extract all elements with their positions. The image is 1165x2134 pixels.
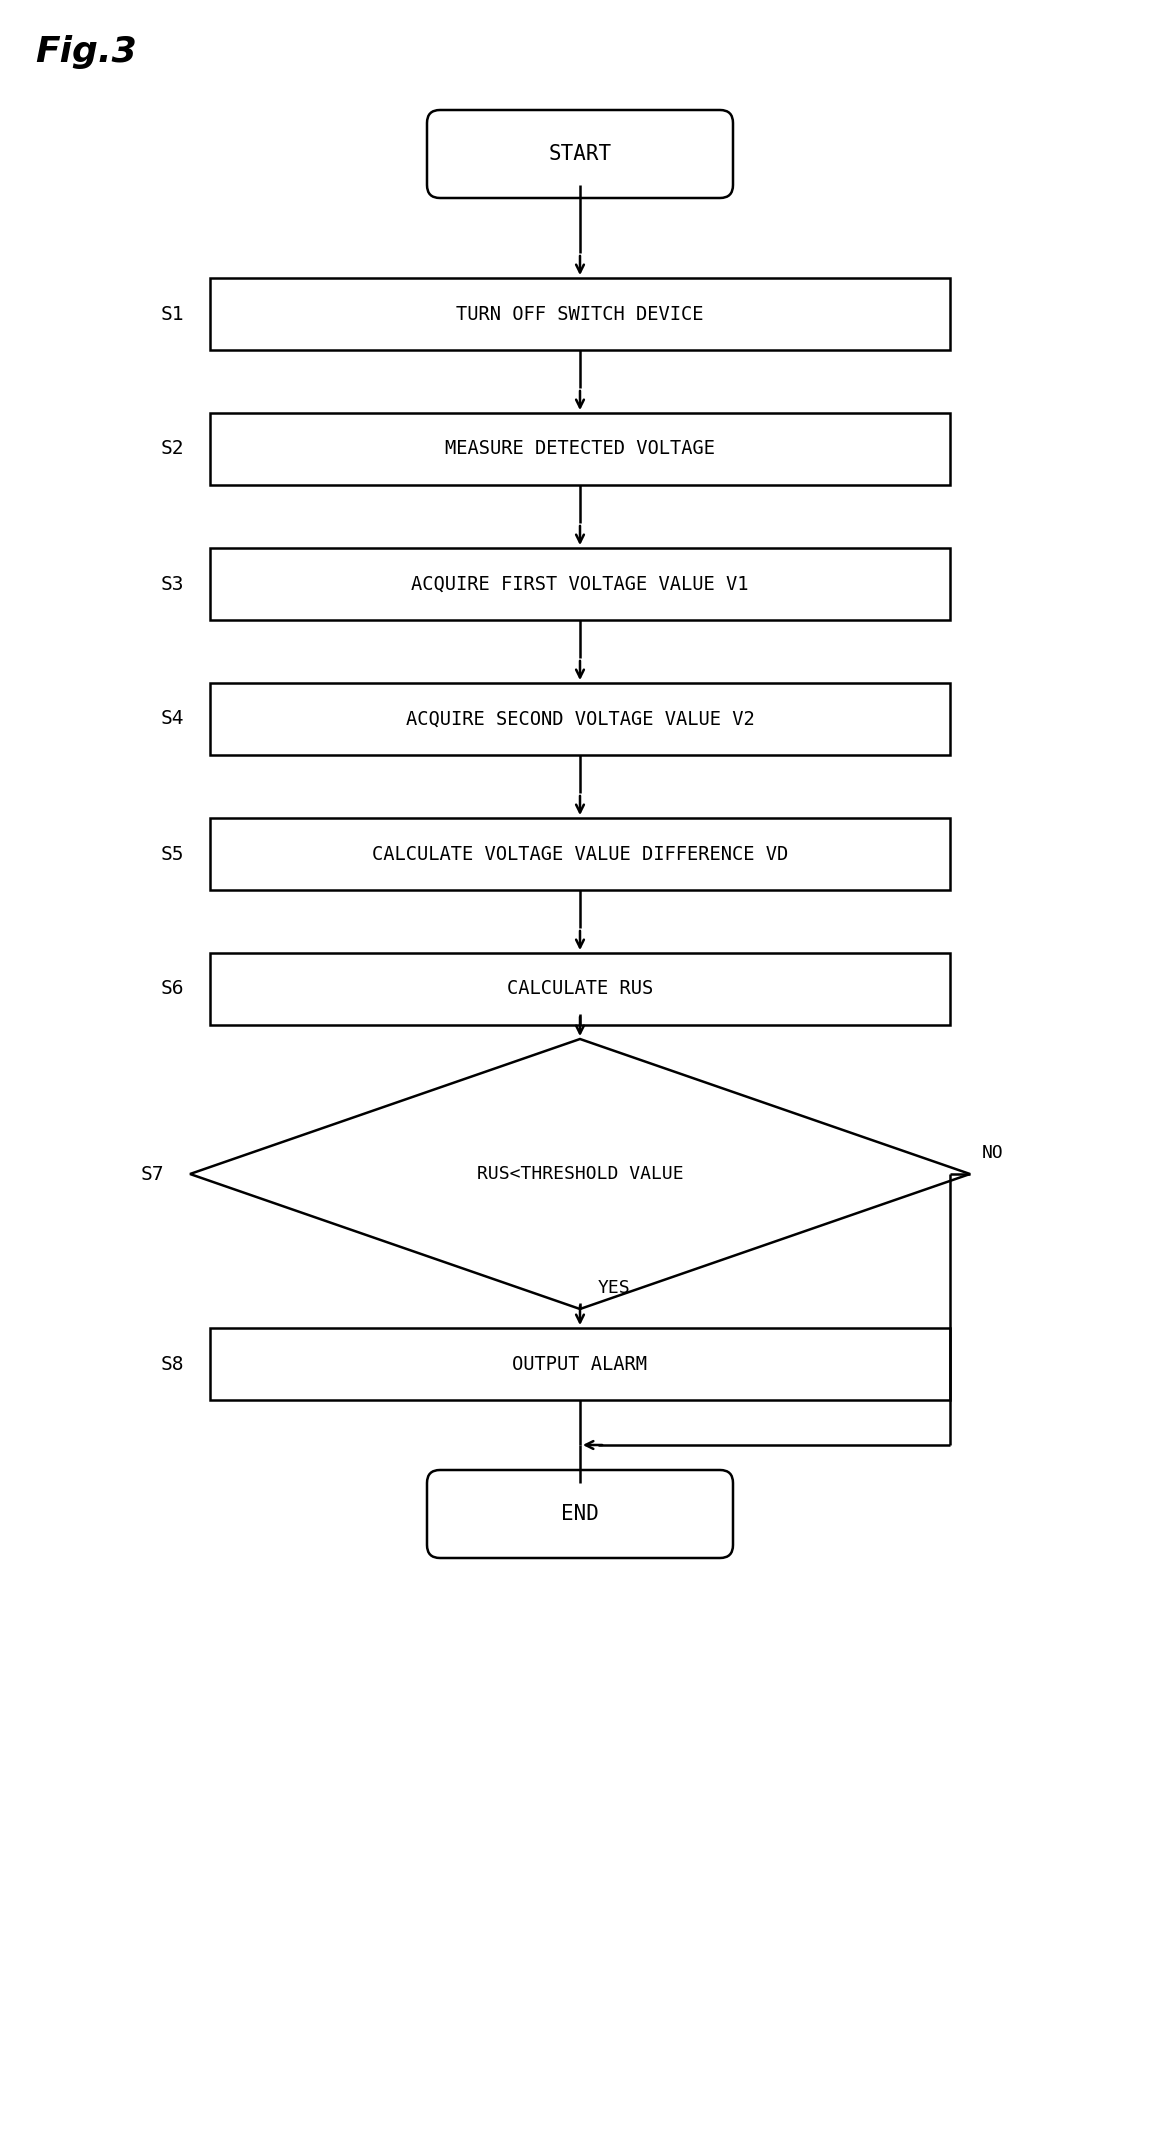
Text: S7: S7 [140, 1165, 164, 1184]
Text: YES: YES [598, 1278, 630, 1297]
Text: OUTPUT ALARM: OUTPUT ALARM [513, 1355, 648, 1374]
Text: START: START [549, 143, 612, 164]
Text: S5: S5 [161, 845, 184, 864]
Text: ACQUIRE SECOND VOLTAGE VALUE V2: ACQUIRE SECOND VOLTAGE VALUE V2 [405, 708, 755, 728]
Bar [210, 414, 949, 484]
Text: MEASURE DETECTED VOLTAGE: MEASURE DETECTED VOLTAGE [445, 440, 715, 459]
Text: S6: S6 [161, 980, 184, 999]
Text: ACQUIRE FIRST VOLTAGE VALUE V1: ACQUIRE FIRST VOLTAGE VALUE V1 [411, 574, 749, 593]
Text: CALCULATE VOLTAGE VALUE DIFFERENCE VD: CALCULATE VOLTAGE VALUE DIFFERENCE VD [372, 845, 789, 864]
Polygon shape [190, 1039, 970, 1308]
Text: S2: S2 [161, 440, 184, 459]
Bar [210, 277, 949, 350]
Text: NO: NO [982, 1144, 1004, 1163]
Bar [210, 817, 949, 890]
Bar [210, 954, 949, 1024]
FancyBboxPatch shape [428, 111, 733, 198]
Bar [210, 1327, 949, 1400]
Text: RUS<THRESHOLD VALUE: RUS<THRESHOLD VALUE [476, 1165, 684, 1182]
Text: S1: S1 [161, 305, 184, 324]
Text: S8: S8 [161, 1355, 184, 1374]
Text: END: END [562, 1504, 599, 1524]
Text: S4: S4 [161, 708, 184, 728]
Bar [210, 548, 949, 621]
Text: Fig.3: Fig.3 [35, 34, 136, 68]
Text: CALCULATE RUS: CALCULATE RUS [507, 980, 654, 999]
FancyBboxPatch shape [428, 1470, 733, 1558]
Text: TURN OFF SWITCH DEVICE: TURN OFF SWITCH DEVICE [457, 305, 704, 324]
Text: S3: S3 [161, 574, 184, 593]
Bar [210, 683, 949, 755]
